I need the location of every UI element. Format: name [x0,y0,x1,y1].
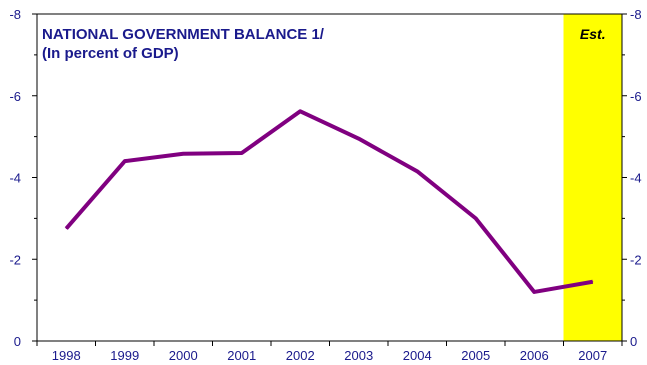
data-point [358,138,360,140]
data-point [124,160,126,162]
y-tick-label-right: -8 [630,7,642,22]
y-tick-label-right: -4 [630,171,642,186]
y-tick-label-right: -2 [630,252,642,267]
data-point [241,152,243,154]
x-tick-label: 2001 [227,348,256,363]
chart-title: NATIONAL GOVERNMENT BALANCE 1/ [42,26,325,43]
y-tick-label-left: -6 [9,89,21,104]
data-point [533,291,535,293]
y-tick-label-left: -4 [9,171,21,186]
left-y-axis: 0 -2 -4 -6 -8 [9,7,37,349]
x-tick-label: 2003 [344,348,373,363]
estimate-highlight-band [563,14,622,341]
right-y-axis: 0 -2 -4 -6 -8 [622,7,642,349]
x-tick-label: 2004 [403,348,432,363]
y-tick-label-right: 0 [630,334,637,349]
estimate-label: Est. [580,26,606,42]
chart-subtitle: (In percent of GDP) [42,45,179,62]
x-tick-label: 1999 [110,348,139,363]
x-tick-label: 2007 [578,348,607,363]
data-point [416,170,418,172]
data-point [65,228,67,230]
x-tick-label: 2005 [461,348,490,363]
data-point [475,217,477,219]
y-tick-label-left: 0 [14,334,21,349]
x-axis: 1998 1999 2000 2001 2002 2003 2004 2005 2006 2007 [36,341,623,363]
x-tick-label: 2006 [520,348,549,363]
y-tick-label-left: -2 [9,252,21,267]
data-point [299,110,301,112]
series-group [64,109,594,294]
x-tick-label: 2000 [169,348,198,363]
data-point [182,153,184,155]
x-tick-label: 2002 [286,348,315,363]
data-point [592,281,594,283]
series-line [64,109,594,294]
y-tick-label-left: -8 [9,7,21,22]
y-tick-label-right: -6 [630,89,642,104]
x-tick-label: 1998 [52,348,81,363]
